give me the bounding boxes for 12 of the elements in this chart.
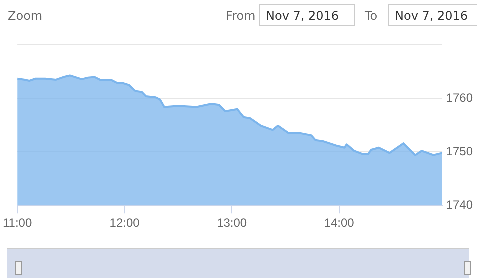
text: From (226, 9, 256, 23)
x-tick-label: 13:00 (217, 216, 248, 230)
x-tick-label: 12:00 (110, 216, 140, 230)
text: Zoom (8, 9, 43, 23)
y-tick-label: 1760 (446, 90, 474, 105)
x-tick-label: 14:00 (324, 216, 355, 230)
text: Nov 7, 2016 (259, 4, 355, 26)
y-tick-label: 1740 (446, 198, 474, 212)
y-tick-label: 1750 (446, 144, 474, 158)
text: To (365, 9, 378, 23)
text: Nov 7, 2016 (388, 4, 477, 26)
x-tick-label: 11:00 (3, 216, 32, 230)
